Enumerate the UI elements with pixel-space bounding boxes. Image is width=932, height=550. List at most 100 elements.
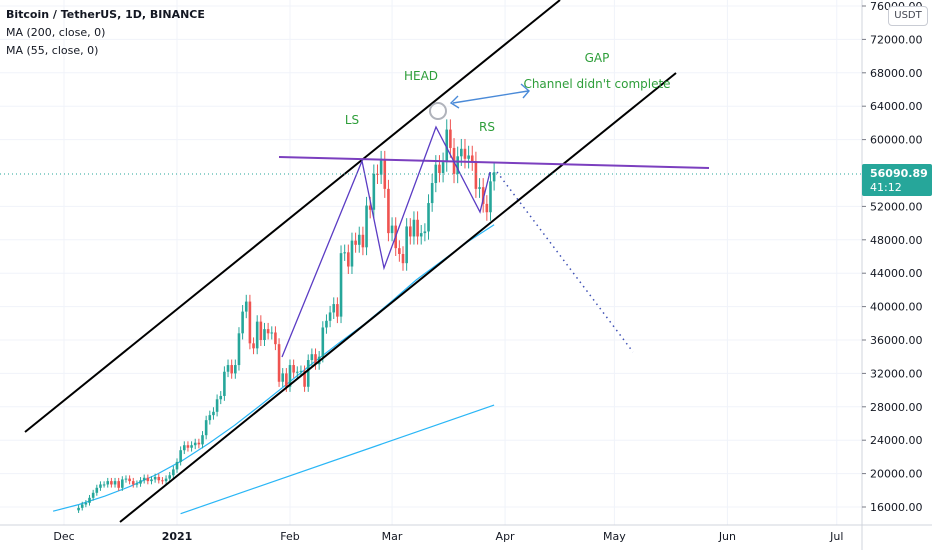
candle-body bbox=[241, 311, 244, 334]
candle-body bbox=[303, 370, 306, 387]
candle-body bbox=[128, 478, 131, 482]
candle-body bbox=[215, 399, 219, 412]
candle-body bbox=[295, 371, 299, 373]
candle-body bbox=[131, 481, 135, 485]
candle-body bbox=[121, 479, 124, 488]
candle-body bbox=[449, 129, 452, 148]
ma200-legend: MA (200, close, 0) bbox=[6, 26, 106, 39]
candle-body bbox=[314, 354, 317, 365]
candle-body bbox=[292, 365, 295, 373]
y-tick-label: 52000.00 bbox=[870, 200, 923, 213]
candle-body bbox=[208, 415, 212, 421]
candle-body bbox=[186, 445, 190, 448]
candle-body bbox=[190, 445, 193, 448]
candle-body bbox=[478, 187, 481, 189]
candle-body bbox=[321, 327, 325, 357]
candle-body bbox=[481, 187, 485, 204]
candle-body bbox=[354, 240, 357, 245]
price-badge-countdown: 41:12 bbox=[870, 181, 902, 194]
currency-button[interactable]: USDT bbox=[888, 6, 928, 26]
candle-body bbox=[445, 129, 449, 163]
candle-body bbox=[274, 332, 277, 345]
candle-body bbox=[339, 253, 343, 317]
candle-body bbox=[427, 203, 430, 232]
candle-body bbox=[201, 435, 204, 445]
annotation-note: Channel didn't complete bbox=[523, 77, 670, 91]
candle-body bbox=[398, 248, 401, 254]
y-tick-label: 24000.00 bbox=[870, 434, 923, 447]
ma55-legend: MA (55, close, 0) bbox=[6, 44, 99, 57]
candle-body bbox=[234, 365, 237, 374]
ma200-line bbox=[180, 404, 495, 515]
candle-body bbox=[110, 481, 113, 485]
projection-line bbox=[496, 171, 634, 353]
candle-body bbox=[146, 477, 150, 482]
candle-body bbox=[277, 344, 281, 382]
candle-body bbox=[80, 504, 84, 508]
candle-body bbox=[336, 304, 339, 317]
candle-body bbox=[423, 231, 427, 234]
candle-body bbox=[175, 461, 179, 470]
x-tick-label: Jul bbox=[829, 530, 843, 543]
candle-body bbox=[408, 226, 412, 237]
candle-body bbox=[456, 156, 459, 174]
candle-body bbox=[376, 173, 379, 175]
candle-body bbox=[419, 233, 423, 237]
candle-body bbox=[153, 476, 157, 480]
x-tick-label: Dec bbox=[53, 530, 74, 543]
channel-lower-line bbox=[119, 72, 677, 523]
candle-body bbox=[88, 497, 91, 503]
y-tick-label: 64000.00 bbox=[870, 100, 923, 113]
candle-body bbox=[255, 321, 259, 349]
candle-body bbox=[470, 155, 474, 162]
candle-body bbox=[197, 442, 201, 445]
gap-arrow-head-left bbox=[449, 95, 460, 109]
ma55-line bbox=[52, 224, 495, 512]
candle-body bbox=[379, 160, 383, 175]
pattern-path bbox=[281, 125, 491, 358]
gap-arrow-head-right bbox=[520, 83, 530, 99]
candle-body bbox=[244, 301, 248, 312]
candle-body bbox=[226, 365, 230, 372]
candle-body bbox=[372, 173, 376, 210]
annotation-head: HEAD bbox=[404, 69, 438, 83]
candle-body bbox=[310, 354, 314, 361]
candle-body bbox=[219, 395, 223, 400]
price-badge bbox=[862, 164, 932, 196]
candle-body bbox=[164, 478, 168, 482]
x-tick-label: 2021 bbox=[162, 530, 193, 543]
candle-body bbox=[77, 507, 80, 511]
candle-body bbox=[438, 164, 441, 173]
candle-body bbox=[223, 371, 226, 396]
candle-body bbox=[172, 469, 175, 476]
plot-area bbox=[0, 0, 862, 525]
x-tick-label: Apr bbox=[496, 530, 516, 543]
annotation-right-shoulder: RS bbox=[479, 120, 495, 134]
candle-body bbox=[248, 301, 252, 344]
candle-body bbox=[106, 481, 110, 485]
candle-body bbox=[117, 481, 120, 488]
candle-body bbox=[161, 480, 164, 482]
candle-body bbox=[361, 234, 365, 248]
candle-body bbox=[150, 479, 153, 482]
y-tick-label: 16000.00 bbox=[870, 501, 923, 514]
candle-body bbox=[365, 205, 368, 248]
candle-body bbox=[467, 155, 470, 159]
candle-body bbox=[270, 332, 274, 334]
chart-legend: Bitcoin / TetherUS, 1D, BINANCE MA (200,… bbox=[6, 6, 205, 60]
y-tick-label: 40000.00 bbox=[870, 301, 923, 314]
candle-body bbox=[460, 148, 463, 157]
candle-body bbox=[430, 183, 434, 204]
candle-body bbox=[350, 240, 354, 267]
y-tick-label: 32000.00 bbox=[870, 367, 923, 380]
price-badge-value: 56090.89 bbox=[870, 167, 928, 180]
candle-body bbox=[157, 476, 161, 481]
candle-body bbox=[325, 320, 328, 328]
candle-body bbox=[299, 370, 303, 372]
candle-body bbox=[237, 333, 241, 366]
candle-body bbox=[347, 252, 350, 267]
gap-arrow-line bbox=[452, 90, 529, 104]
candle-body bbox=[168, 475, 172, 479]
candle-body bbox=[139, 480, 142, 484]
